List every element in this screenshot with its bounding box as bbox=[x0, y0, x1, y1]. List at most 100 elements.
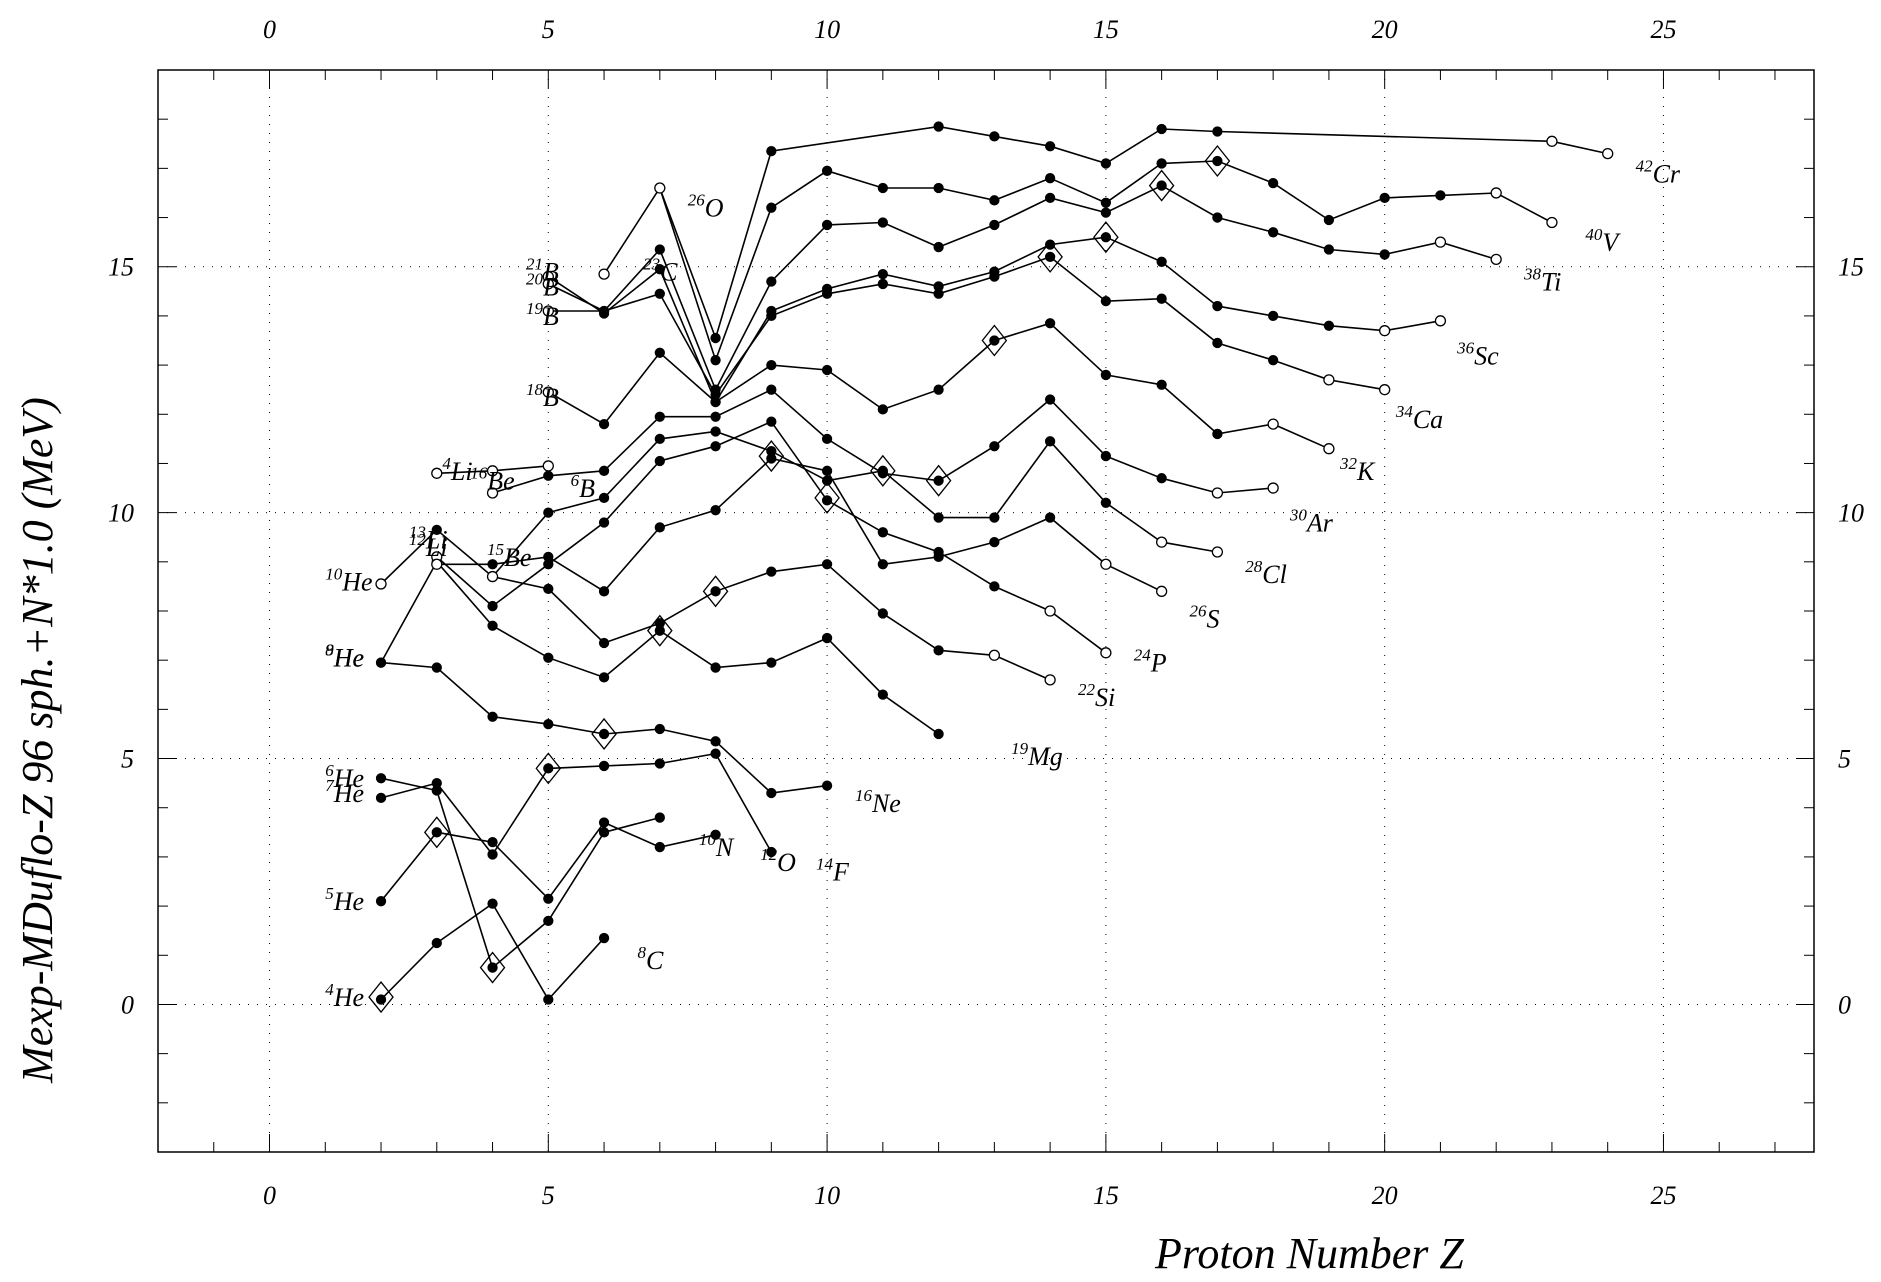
data-point bbox=[1044, 512, 1056, 523]
data-point bbox=[766, 384, 777, 395]
data-point bbox=[1379, 325, 1391, 337]
element-symbol: Ar bbox=[1305, 508, 1334, 537]
data-point bbox=[1100, 158, 1112, 169]
data-point bbox=[375, 578, 387, 590]
series-line-20B bbox=[547, 236, 1441, 404]
data-point bbox=[543, 652, 554, 663]
data-point bbox=[1044, 141, 1056, 152]
data-point bbox=[598, 465, 610, 476]
nuclide-label: 42Cr bbox=[1636, 156, 1681, 188]
data-point bbox=[487, 837, 498, 848]
data-point bbox=[375, 994, 387, 1005]
mass-number: 4 bbox=[442, 454, 451, 473]
data-point bbox=[543, 470, 554, 481]
mass-number: 42 bbox=[1636, 156, 1654, 175]
data-point bbox=[1044, 192, 1056, 204]
element-symbol: K bbox=[1356, 457, 1376, 486]
data-point bbox=[821, 433, 833, 445]
mass-number: 10 bbox=[325, 564, 343, 583]
nuclide-label: 7He bbox=[325, 776, 364, 808]
data-point bbox=[1323, 214, 1335, 226]
data-point bbox=[1323, 320, 1335, 331]
mass-number: 8 bbox=[325, 641, 334, 660]
data-point bbox=[1100, 207, 1112, 218]
mass-number: 26 bbox=[1190, 601, 1208, 620]
data-point bbox=[766, 305, 777, 317]
mass-number: 19 bbox=[1011, 739, 1028, 758]
data-point bbox=[1156, 379, 1167, 390]
data-point bbox=[1212, 212, 1223, 223]
data-point bbox=[877, 182, 888, 194]
data-point bbox=[654, 347, 665, 358]
data-point bbox=[487, 849, 498, 860]
data-point bbox=[1044, 173, 1056, 184]
mass-number: 7 bbox=[325, 776, 335, 795]
nuclide-label: 38Ti bbox=[1523, 264, 1561, 296]
nuclide-label: 28Cl bbox=[1245, 557, 1287, 589]
element-symbol: Be bbox=[504, 543, 531, 572]
element-symbol: Ne bbox=[871, 789, 901, 818]
diamond-marker bbox=[981, 324, 1008, 357]
diamond-marker bbox=[758, 440, 785, 473]
element-symbol: He bbox=[341, 567, 372, 596]
mass-number: 38 bbox=[1523, 264, 1542, 283]
mass-number: 26 bbox=[688, 191, 706, 210]
element-symbol: Ca bbox=[1413, 405, 1443, 434]
data-point bbox=[1490, 187, 1502, 199]
data-point bbox=[821, 165, 833, 176]
data-point bbox=[654, 841, 665, 853]
element-symbol: Li bbox=[425, 533, 448, 562]
data-point bbox=[766, 276, 777, 287]
data-point bbox=[877, 278, 888, 290]
data-point bbox=[1100, 647, 1112, 659]
data-point bbox=[1100, 296, 1112, 307]
diamond-marker bbox=[1093, 221, 1119, 254]
mass-number: 4 bbox=[325, 980, 334, 999]
data-point bbox=[598, 268, 610, 280]
data-point bbox=[821, 559, 833, 570]
data-point bbox=[654, 758, 665, 769]
series-line-21B bbox=[547, 184, 1497, 392]
data-point bbox=[543, 507, 554, 518]
element-symbol: C bbox=[646, 946, 664, 975]
data-point bbox=[766, 416, 777, 427]
data-point bbox=[710, 441, 721, 452]
diamond-marker bbox=[870, 454, 896, 487]
data-point bbox=[1267, 482, 1279, 494]
data-point bbox=[431, 937, 442, 949]
nuclide-label: 15Be bbox=[487, 540, 531, 572]
data-point bbox=[542, 278, 554, 290]
data-point bbox=[1100, 450, 1112, 462]
series-line-13Li bbox=[436, 457, 1162, 593]
data-point bbox=[598, 305, 610, 317]
mass-number: 9 bbox=[325, 641, 334, 660]
nuclide-label: 4Li bbox=[442, 454, 472, 486]
data-point bbox=[1156, 256, 1167, 267]
element-symbol: Sc bbox=[1474, 341, 1499, 370]
data-point bbox=[487, 962, 498, 973]
mass-number: 30 bbox=[1289, 505, 1308, 524]
element-symbol: F bbox=[832, 858, 850, 887]
data-point bbox=[654, 244, 665, 255]
mass-number: 6 bbox=[325, 761, 334, 780]
y-axis-title: Mexp-MDuflo-Z 96 sph.+N*1.0 (MeV) bbox=[13, 397, 62, 1084]
x-tick-label-bottom: 15 bbox=[1093, 1181, 1119, 1210]
data-point bbox=[1268, 310, 1279, 322]
mass-number: 40 bbox=[1585, 225, 1603, 244]
data-point bbox=[933, 645, 944, 656]
nuclide-label: 36Sc bbox=[1456, 338, 1499, 370]
nuclide-label: 18B bbox=[526, 380, 559, 412]
data-point bbox=[654, 723, 665, 735]
mass-number: 13 bbox=[409, 523, 426, 542]
mass-number: 16 bbox=[470, 464, 488, 483]
data-point bbox=[654, 182, 666, 194]
mass-number: 8 bbox=[638, 943, 647, 962]
x-tick-label-top: 10 bbox=[814, 15, 840, 44]
element-symbol: He bbox=[333, 644, 364, 673]
data-point bbox=[654, 455, 665, 467]
data-point bbox=[933, 121, 944, 132]
nuclide-label: 12O bbox=[760, 845, 796, 877]
data-point bbox=[543, 583, 554, 595]
data-point bbox=[1155, 585, 1168, 597]
data-point bbox=[766, 846, 777, 858]
